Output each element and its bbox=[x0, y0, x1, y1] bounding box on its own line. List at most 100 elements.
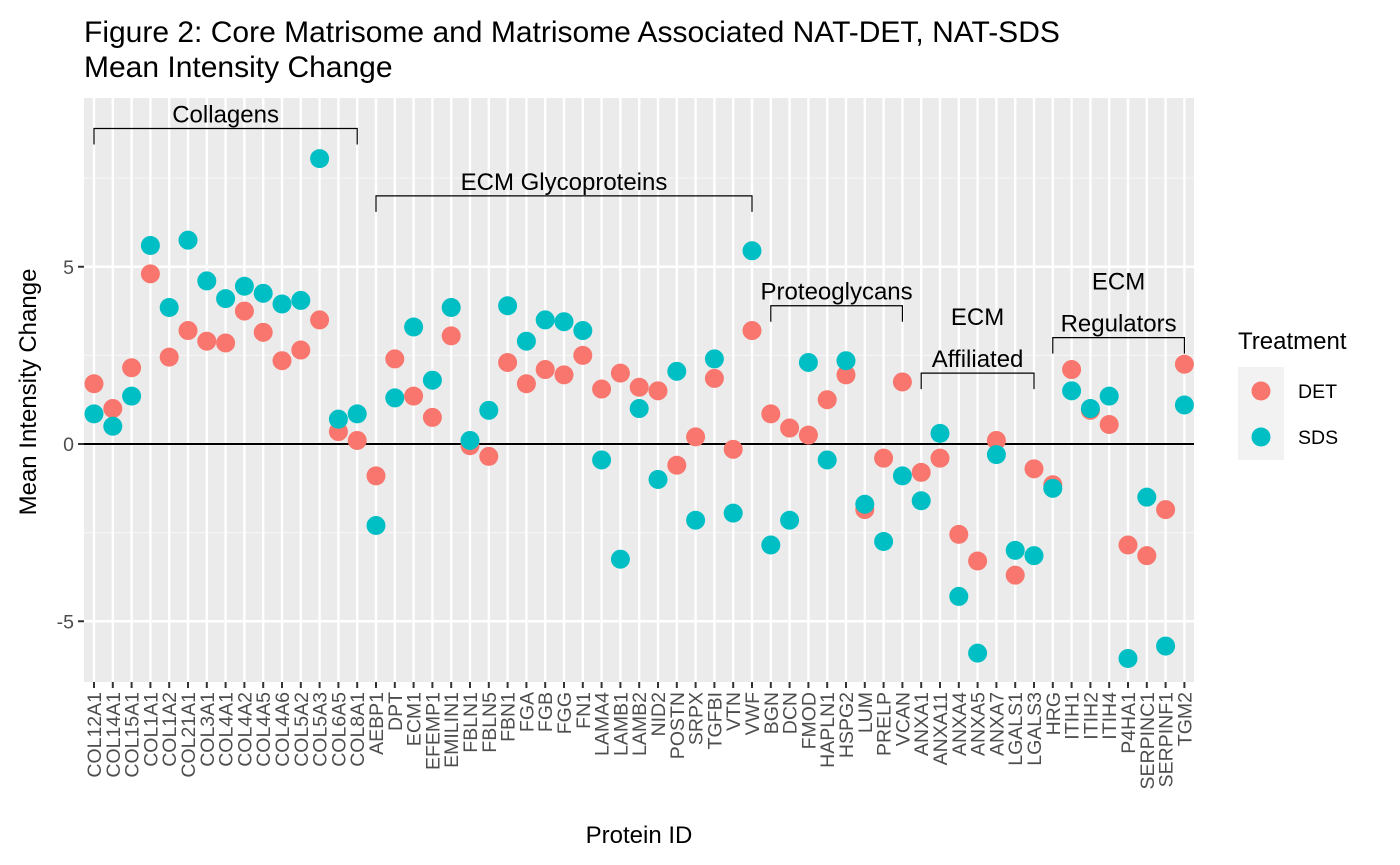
point-sds-dcn bbox=[780, 510, 800, 530]
point-det-anxa1 bbox=[911, 462, 931, 482]
point-sds-fgb bbox=[535, 310, 555, 330]
x-tick-label: ECM1 bbox=[404, 692, 426, 746]
x-tick-label: VWF bbox=[742, 692, 764, 735]
point-sds-lgals1 bbox=[1005, 540, 1025, 560]
point-sds-col12a1 bbox=[84, 404, 104, 424]
point-sds-col5a3 bbox=[310, 149, 330, 169]
point-det-lamb2 bbox=[629, 377, 649, 397]
x-tick-label: ANXA1 bbox=[911, 692, 933, 756]
x-tick-label: HRG bbox=[1043, 692, 1065, 735]
x-tick-label: SERPINC1 bbox=[1137, 692, 1159, 790]
point-det-col5a3 bbox=[310, 310, 330, 330]
point-det-lgals1 bbox=[1005, 565, 1025, 585]
x-tick-label: COL5A2 bbox=[291, 692, 313, 767]
point-det-tgm2 bbox=[1174, 354, 1194, 374]
point-sds-col4a5 bbox=[253, 283, 273, 303]
point-sds-nid2 bbox=[648, 469, 668, 489]
point-det-col12a1 bbox=[84, 374, 104, 394]
x-tick-label: NID2 bbox=[648, 692, 670, 736]
y-tick-label: -5 bbox=[57, 611, 74, 633]
point-sds-col6a5 bbox=[328, 409, 348, 429]
point-sds-col14a1 bbox=[103, 416, 123, 436]
x-axis-title: Protein ID bbox=[586, 822, 693, 849]
x-tick-label: POSTN bbox=[667, 692, 689, 759]
point-det-itih4 bbox=[1099, 415, 1119, 435]
x-tick-label: EMILIN1 bbox=[441, 692, 463, 768]
point-det-fbn1 bbox=[498, 352, 518, 372]
point-det-itih1 bbox=[1062, 360, 1082, 380]
point-sds-col15a1 bbox=[122, 386, 142, 406]
point-sds-serpinc1 bbox=[1137, 487, 1157, 507]
point-sds-anxa4 bbox=[949, 586, 969, 606]
x-tick-label: DCN bbox=[780, 692, 802, 734]
x-tick-label: ANXA4 bbox=[949, 692, 971, 756]
point-sds-anxa1 bbox=[911, 491, 931, 511]
x-tick-label: COL14A1 bbox=[103, 692, 125, 778]
x-axis: COL12A1COL14A1COL15A1COL1A1COL1A2COL21A1… bbox=[84, 682, 1196, 790]
x-tick-label: COL3A1 bbox=[197, 692, 219, 767]
x-tick-label: SRPX bbox=[686, 692, 708, 745]
x-tick-label: HSPG2 bbox=[836, 692, 858, 758]
group-label: Affiliated bbox=[932, 346, 1024, 373]
point-sds-tgfbi bbox=[704, 349, 724, 369]
point-sds-anxa11 bbox=[930, 423, 950, 443]
point-det-col1a2 bbox=[159, 347, 179, 367]
chart-title-line-2: Mean Intensity Change bbox=[84, 51, 393, 84]
point-sds-fbln1 bbox=[460, 430, 480, 450]
point-sds-anxa7 bbox=[986, 445, 1006, 465]
x-tick-label: FMOD bbox=[798, 692, 820, 749]
point-sds-efemp1 bbox=[422, 370, 442, 390]
point-sds-hapln1 bbox=[817, 450, 837, 470]
point-det-aebp1 bbox=[366, 466, 386, 486]
point-sds-col4a2 bbox=[234, 276, 254, 296]
point-det-bgn bbox=[761, 404, 781, 424]
point-sds-emilin1 bbox=[441, 298, 461, 318]
x-tick-label: LGALS1 bbox=[1005, 692, 1027, 766]
x-tick-label: COL4A1 bbox=[216, 692, 238, 767]
point-sds-col5a2 bbox=[291, 290, 311, 310]
group-label: ECM Glycoproteins bbox=[461, 169, 668, 196]
group-label: Proteoglycans bbox=[761, 279, 913, 306]
x-tick-label: ITIH1 bbox=[1062, 692, 1084, 740]
x-tick-label: P4HA1 bbox=[1118, 692, 1140, 754]
point-det-anxa4 bbox=[949, 524, 969, 544]
point-sds-col3a1 bbox=[197, 271, 217, 291]
point-det-col3a1 bbox=[197, 331, 217, 351]
point-det-p4ha1 bbox=[1118, 535, 1138, 555]
x-tick-label: FBLN1 bbox=[460, 692, 482, 753]
x-tick-label: EFEMP1 bbox=[422, 692, 444, 770]
point-sds-tgm2 bbox=[1174, 395, 1194, 415]
point-sds-col8a1 bbox=[347, 404, 367, 424]
legend: Treatment DET SDS bbox=[1238, 328, 1347, 460]
point-det-ecm1 bbox=[404, 386, 424, 406]
x-tick-label: COL4A2 bbox=[234, 692, 256, 767]
point-sds-itih4 bbox=[1099, 386, 1119, 406]
point-det-fn1 bbox=[573, 345, 593, 365]
x-tick-label: PRELP bbox=[874, 692, 896, 756]
point-det-nid2 bbox=[648, 381, 668, 401]
group-bracket bbox=[93, 127, 358, 145]
point-sds-hrg bbox=[1043, 478, 1063, 498]
x-tick-label: LAMB1 bbox=[610, 692, 632, 756]
x-tick-label: COL21A1 bbox=[178, 692, 200, 778]
point-det-vtn bbox=[723, 439, 743, 459]
point-sds-fbln5 bbox=[479, 400, 499, 420]
point-det-anxa11 bbox=[930, 448, 950, 468]
series-sds bbox=[84, 149, 1194, 668]
x-tick-label: TGFBI bbox=[704, 692, 726, 749]
point-sds-ecm1 bbox=[404, 317, 424, 337]
point-sds-col1a1 bbox=[140, 235, 160, 255]
point-sds-col21a1 bbox=[178, 230, 198, 250]
point-det-col1a1 bbox=[140, 264, 160, 284]
group-bracket bbox=[1052, 337, 1185, 354]
group-label: ECM bbox=[951, 304, 1004, 331]
x-tick-label: SERPINF1 bbox=[1156, 692, 1178, 787]
legend-key-det bbox=[1251, 381, 1271, 401]
point-sds-p4ha1 bbox=[1118, 648, 1138, 668]
point-det-fmod bbox=[798, 425, 818, 445]
chart-title-line-1: Figure 2: Core Matrisome and Matrisome A… bbox=[84, 16, 1060, 49]
point-det-hapln1 bbox=[817, 390, 837, 410]
point-det-fga bbox=[516, 374, 536, 394]
x-tick-label: COL1A1 bbox=[140, 692, 162, 767]
x-tick-label: COL6A5 bbox=[328, 692, 350, 767]
